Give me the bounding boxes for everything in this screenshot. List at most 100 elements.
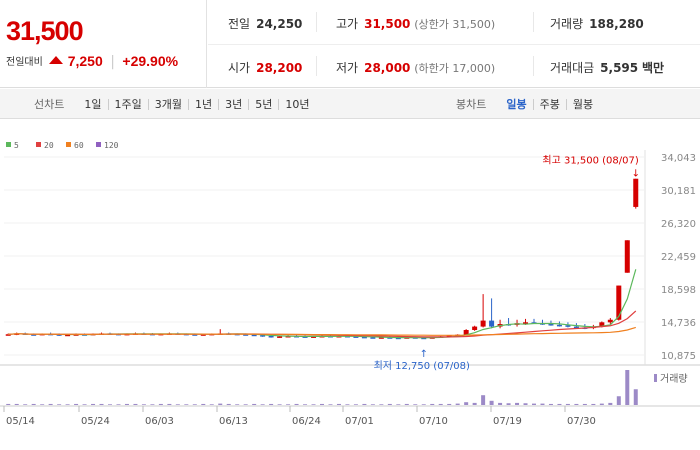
x-tick-label: 06/03: [145, 416, 174, 427]
tab-monthly[interactable]: 월봉: [565, 98, 599, 110]
prev-close-value: 24,250: [256, 17, 303, 31]
volume-bar: [311, 404, 316, 405]
candle-body: [285, 335, 291, 338]
volume-bar: [31, 403, 36, 405]
volume-bar: [40, 404, 45, 405]
tab-daily[interactable]: 일봉: [506, 97, 527, 111]
candlestick-chart-svg[interactable]: 34,043 30,181 26,320 22,459 18,598 14,736 10,8…: [0, 120, 700, 450]
candle-periods: 봉차트 일봉 주봉 월봉: [456, 89, 599, 119]
volume-bar: [438, 403, 443, 405]
candle-body: [421, 337, 427, 340]
volume-bar: [498, 402, 503, 405]
volume-bar: [57, 404, 62, 405]
volume-bar: [421, 404, 426, 405]
candle-body: [5, 334, 11, 336]
volume-bar: [320, 403, 324, 405]
y-tick-label: 18,598: [661, 285, 696, 296]
volume-bar: [286, 404, 291, 405]
volume-bar: [557, 403, 562, 405]
change-row: 전일대비 7,250 | +29.90%: [6, 53, 178, 70]
volume-bar: [74, 403, 79, 405]
volume-bar: [133, 403, 138, 405]
volume-bar: [565, 403, 570, 405]
price-chart[interactable]: 34,043 30,181 26,320 22,459 18,598 14,736 10,8…: [0, 120, 700, 450]
period-1y[interactable]: 1년: [188, 98, 218, 110]
volume-bar: [14, 403, 19, 405]
x-tick-label: 07/30: [567, 416, 596, 427]
volume-bar: [260, 404, 265, 405]
volume-bar: [532, 403, 536, 405]
candle-body: [311, 336, 317, 338]
legend-label: 120: [104, 141, 119, 150]
lower-limit: (하한가 17,000): [414, 62, 496, 75]
change-rate: +29.90%: [122, 53, 179, 69]
volume-bar: [353, 404, 358, 405]
candle-body: [73, 334, 79, 336]
volume-bar: [464, 402, 469, 405]
volume-bar: [235, 404, 240, 405]
x-tick-label: 07/10: [419, 416, 448, 427]
period-3m[interactable]: 3개월: [147, 98, 188, 110]
open-value: 28,200: [256, 61, 303, 75]
candle-body: [192, 334, 198, 336]
candle-body: [31, 334, 37, 336]
volume-bar: [243, 404, 248, 405]
candle-body: [65, 334, 71, 337]
volume-bar: [387, 403, 392, 405]
volume-bar: [523, 403, 528, 405]
candle-body: [480, 320, 486, 327]
candle-body: [565, 325, 571, 327]
y-tick-label: 14,736: [661, 318, 696, 329]
trade-value-unit: 백만: [641, 61, 665, 75]
period-1w[interactable]: 1주일: [107, 98, 148, 110]
legend-swatch: [6, 142, 11, 147]
up-arrow-icon: [49, 56, 64, 64]
x-tick-label: 07/19: [493, 416, 522, 427]
tab-weekly[interactable]: 주봉: [532, 98, 566, 110]
candle-body: [616, 285, 622, 320]
period-1d[interactable]: 1일: [84, 97, 102, 111]
period-10y[interactable]: 10년: [278, 98, 315, 110]
y-tick-label: 22,459: [661, 252, 696, 263]
candle-body: [599, 322, 605, 327]
low-value: 28,000: [364, 61, 411, 75]
trade-value-stat: 거래대금 5,595 백만: [550, 61, 665, 75]
prev-close: 전일 24,250: [228, 17, 303, 31]
line-chart-title: 선차트: [34, 98, 65, 111]
volume-bar: [591, 403, 596, 405]
candle-body: [260, 335, 266, 337]
moving-average-5: [8, 269, 637, 339]
volume-bar: [328, 404, 333, 405]
stat-grid: 전일 24,250 고가 31,500 (상한가 31,500) 거래량 188,28…: [208, 0, 700, 88]
volume-bar: [515, 402, 520, 405]
period-3y[interactable]: 3년: [218, 98, 248, 110]
volume-bar: [48, 403, 53, 405]
volume-bar: [277, 404, 282, 405]
candle-body: [302, 336, 308, 338]
y-tick-label: 30,181: [661, 186, 696, 197]
volume-bar: [447, 403, 452, 405]
volume-bar: [608, 402, 613, 405]
high-value: 31,500: [364, 17, 411, 31]
volume-value: 188,280: [589, 17, 644, 31]
volume-bar: [404, 403, 409, 405]
open-price: 시가 28,200: [228, 61, 303, 75]
volume-legend-label: 거래량: [660, 373, 688, 385]
legend-label: 60: [74, 141, 84, 150]
legend-label: 20: [44, 141, 54, 150]
candle-body: [472, 326, 478, 331]
volume-bar: [209, 404, 214, 405]
price-box: 31,500 전일대비 7,250 | +29.90%: [0, 0, 207, 88]
volume-bar: [218, 403, 223, 405]
volume-stat: 거래량 188,280: [550, 17, 644, 31]
volume-bar: [192, 404, 197, 405]
volume-bar: [430, 403, 435, 405]
volume-bar: [540, 403, 545, 405]
candle-body: [523, 322, 529, 324]
y-tick-label: 10,875: [661, 351, 696, 362]
period-5y[interactable]: 5년: [248, 98, 278, 110]
candle-body: [361, 336, 367, 339]
volume-bar: [201, 403, 206, 405]
volume-bar: [455, 403, 460, 405]
volume-bar: [616, 396, 621, 405]
